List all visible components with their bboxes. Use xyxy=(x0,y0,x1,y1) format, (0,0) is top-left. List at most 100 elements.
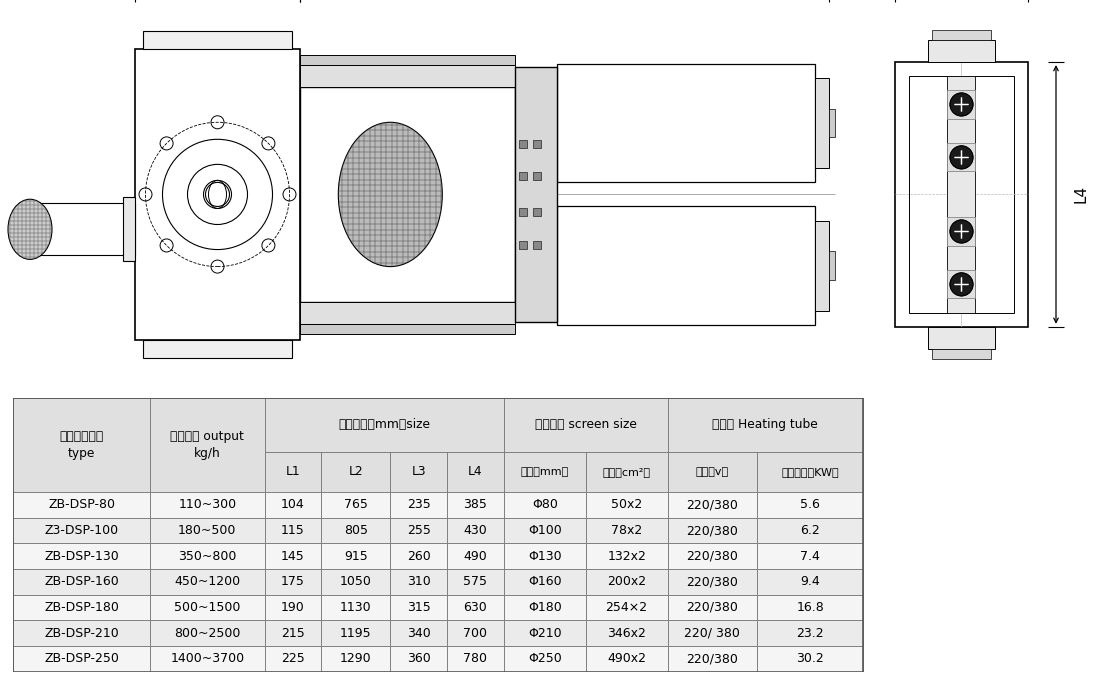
Text: 780: 780 xyxy=(463,652,488,666)
Bar xyxy=(895,62,1028,327)
Bar xyxy=(264,398,504,452)
Bar xyxy=(13,518,150,543)
Bar xyxy=(143,340,292,358)
Text: ZB-DSP-80: ZB-DSP-80 xyxy=(48,498,115,512)
Bar xyxy=(150,620,264,646)
Text: 450~1200: 450~1200 xyxy=(175,575,241,589)
Bar xyxy=(446,646,504,672)
Text: 575: 575 xyxy=(463,575,488,589)
Bar xyxy=(585,595,668,620)
Circle shape xyxy=(950,146,974,169)
Bar xyxy=(504,398,668,452)
Bar xyxy=(519,140,527,148)
Bar xyxy=(300,65,515,87)
Bar xyxy=(504,492,585,518)
Ellipse shape xyxy=(206,182,229,207)
Bar xyxy=(391,595,446,620)
Bar xyxy=(557,207,815,325)
Text: 220/380: 220/380 xyxy=(686,575,739,589)
Text: 260: 260 xyxy=(406,549,431,563)
Text: 430: 430 xyxy=(463,524,487,537)
Circle shape xyxy=(950,93,974,116)
Text: ZB-DSP-250: ZB-DSP-250 xyxy=(45,652,119,666)
Text: 132x2: 132x2 xyxy=(608,549,646,563)
Bar xyxy=(515,67,557,322)
Bar xyxy=(533,172,540,180)
Text: L1: L1 xyxy=(285,465,300,479)
Bar xyxy=(815,221,829,310)
Text: 面积（cm²）: 面积（cm²） xyxy=(603,467,650,477)
Bar xyxy=(585,646,668,672)
Text: Φ250: Φ250 xyxy=(528,652,562,666)
Text: 1050: 1050 xyxy=(340,575,372,589)
Bar xyxy=(321,620,391,646)
Text: 254×2: 254×2 xyxy=(605,601,648,614)
Text: 78x2: 78x2 xyxy=(611,524,642,537)
Bar xyxy=(321,518,391,543)
Bar xyxy=(533,240,540,248)
Bar xyxy=(929,327,995,349)
Text: 346x2: 346x2 xyxy=(608,626,646,640)
Bar xyxy=(519,240,527,248)
Bar xyxy=(504,620,585,646)
Text: L3: L3 xyxy=(412,465,426,479)
Bar xyxy=(264,543,321,569)
Text: ZB-DSP-130: ZB-DSP-130 xyxy=(45,549,119,563)
Text: 235: 235 xyxy=(406,498,431,512)
Bar xyxy=(585,518,668,543)
Text: L4: L4 xyxy=(468,465,482,479)
Bar xyxy=(815,78,829,168)
Bar xyxy=(829,109,835,138)
Text: 145: 145 xyxy=(281,549,304,563)
Text: 180~500: 180~500 xyxy=(178,524,236,537)
Text: 23.2: 23.2 xyxy=(797,626,824,640)
Bar xyxy=(264,492,321,518)
Bar xyxy=(758,646,863,672)
Bar xyxy=(13,398,863,672)
Text: 30.2: 30.2 xyxy=(797,652,824,666)
Text: 350~800: 350~800 xyxy=(178,549,236,563)
Text: Φ80: Φ80 xyxy=(532,498,557,512)
Text: 175: 175 xyxy=(281,575,305,589)
Bar xyxy=(446,492,504,518)
Bar xyxy=(829,251,835,279)
Ellipse shape xyxy=(338,122,442,267)
Bar xyxy=(446,595,504,620)
Bar xyxy=(391,620,446,646)
Bar xyxy=(13,398,150,492)
Bar xyxy=(504,595,585,620)
Bar xyxy=(758,569,863,595)
Bar xyxy=(932,30,990,40)
Text: 5.6: 5.6 xyxy=(800,498,820,512)
Bar xyxy=(932,349,990,359)
Text: 190: 190 xyxy=(281,601,304,614)
Bar xyxy=(557,64,815,182)
Bar xyxy=(300,87,515,302)
Bar xyxy=(13,595,150,620)
Bar xyxy=(668,543,758,569)
Bar xyxy=(668,518,758,543)
Bar xyxy=(446,620,504,646)
Bar xyxy=(321,595,391,620)
Bar xyxy=(321,452,391,492)
Text: 1290: 1290 xyxy=(340,652,372,666)
Bar xyxy=(321,492,391,518)
Bar xyxy=(948,143,976,171)
Bar xyxy=(668,620,758,646)
Bar xyxy=(13,543,150,569)
Text: 104: 104 xyxy=(281,498,304,512)
Bar xyxy=(585,620,668,646)
Bar xyxy=(668,595,758,620)
Text: 255: 255 xyxy=(406,524,431,537)
Circle shape xyxy=(950,93,974,116)
Bar xyxy=(668,452,758,492)
Bar xyxy=(519,172,527,180)
Bar xyxy=(135,49,300,340)
Bar xyxy=(948,217,976,246)
Text: Φ180: Φ180 xyxy=(528,601,562,614)
Bar xyxy=(36,203,135,255)
Ellipse shape xyxy=(8,199,51,259)
Text: 700: 700 xyxy=(463,626,488,640)
Bar xyxy=(533,140,540,148)
Text: 220/380: 220/380 xyxy=(686,498,739,512)
